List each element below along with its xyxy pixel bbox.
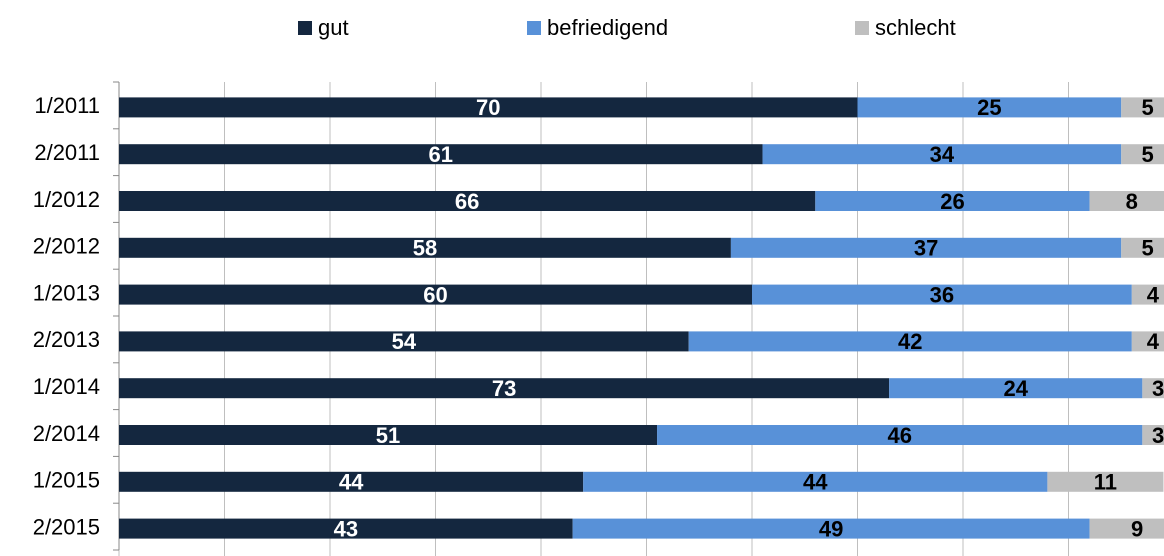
bar-segment — [583, 471, 1048, 492]
bar-segment — [572, 518, 1090, 539]
legend-label: gut — [318, 15, 349, 40]
y-tick-label: 2/2013 — [33, 327, 100, 352]
y-tick-label: 1/2011 — [34, 93, 100, 118]
value-label: 5 — [1142, 95, 1154, 120]
bar-segment — [1121, 97, 1164, 118]
legend-swatch — [855, 21, 869, 35]
y-tick-label: 2/2011 — [34, 140, 100, 165]
value-label: 36 — [930, 282, 954, 307]
bar-segment — [752, 284, 1132, 305]
value-label: 44 — [803, 470, 828, 495]
legend-swatch — [527, 21, 541, 35]
bar-segment — [815, 191, 1090, 211]
value-label: 51 — [376, 423, 400, 448]
value-label: 5 — [1142, 142, 1154, 167]
value-label: 4 — [1147, 282, 1160, 307]
value-label: 70 — [476, 95, 500, 120]
value-label: 26 — [940, 189, 964, 214]
bar-segment — [1142, 378, 1164, 399]
bar-segment — [1142, 425, 1164, 445]
y-tick-label: 1/2014 — [33, 374, 100, 399]
value-label: 60 — [423, 282, 447, 307]
bar-segment — [119, 191, 816, 211]
y-tick-label: 1/2012 — [33, 187, 100, 212]
value-label: 54 — [392, 329, 417, 354]
value-label: 34 — [930, 142, 955, 167]
value-label: 43 — [334, 516, 358, 541]
bar-segment — [1121, 144, 1164, 165]
bar-segment — [1131, 284, 1164, 305]
value-label: 24 — [1004, 376, 1029, 401]
bar-segment — [119, 97, 858, 118]
bar-segment — [119, 284, 752, 305]
bar-segment — [119, 378, 890, 399]
value-label: 37 — [914, 236, 938, 261]
value-label: 66 — [455, 189, 479, 214]
value-label: 49 — [819, 516, 843, 541]
value-label: 42 — [898, 329, 922, 354]
value-label: 3 — [1152, 376, 1164, 401]
bar-segment — [1089, 191, 1164, 211]
bar-segment — [889, 378, 1143, 399]
y-tick-label: 1/2015 — [33, 468, 100, 493]
bar-segment — [119, 518, 573, 539]
y-tick-label: 1/2013 — [33, 280, 100, 305]
y-tick-label: 2/2015 — [33, 514, 100, 539]
value-label: 73 — [492, 376, 516, 401]
value-label: 44 — [339, 470, 364, 495]
legend-label: schlecht — [875, 15, 956, 40]
bar-segment — [762, 144, 1122, 165]
value-label: 58 — [413, 236, 437, 261]
value-label: 25 — [977, 95, 1001, 120]
value-label: 9 — [1131, 516, 1143, 541]
bar-segment — [730, 237, 1122, 258]
bar-segment — [857, 97, 1122, 118]
bar-segment — [119, 331, 689, 352]
legend-label: befriedigend — [547, 15, 668, 40]
bar-segment — [1047, 471, 1164, 492]
bar-segment — [657, 425, 1143, 445]
value-label: 3 — [1152, 423, 1164, 448]
value-label: 4 — [1147, 329, 1160, 354]
bar-segment — [119, 471, 584, 492]
bar-segment — [119, 237, 731, 258]
value-label: 5 — [1142, 236, 1154, 261]
bar-segment — [1121, 237, 1164, 258]
bar-segment — [1131, 331, 1164, 352]
value-label: 11 — [1094, 470, 1117, 495]
y-tick-label: 2/2012 — [33, 234, 100, 259]
bar-segment — [688, 331, 1132, 352]
value-label: 61 — [429, 142, 453, 167]
bar-segment — [1089, 518, 1164, 539]
value-label: 8 — [1126, 189, 1138, 214]
y-tick-label: 2/2014 — [33, 421, 100, 446]
bar-segment — [119, 144, 763, 165]
legend-swatch — [298, 21, 312, 35]
bar-segment — [119, 425, 658, 445]
value-label: 46 — [887, 423, 911, 448]
